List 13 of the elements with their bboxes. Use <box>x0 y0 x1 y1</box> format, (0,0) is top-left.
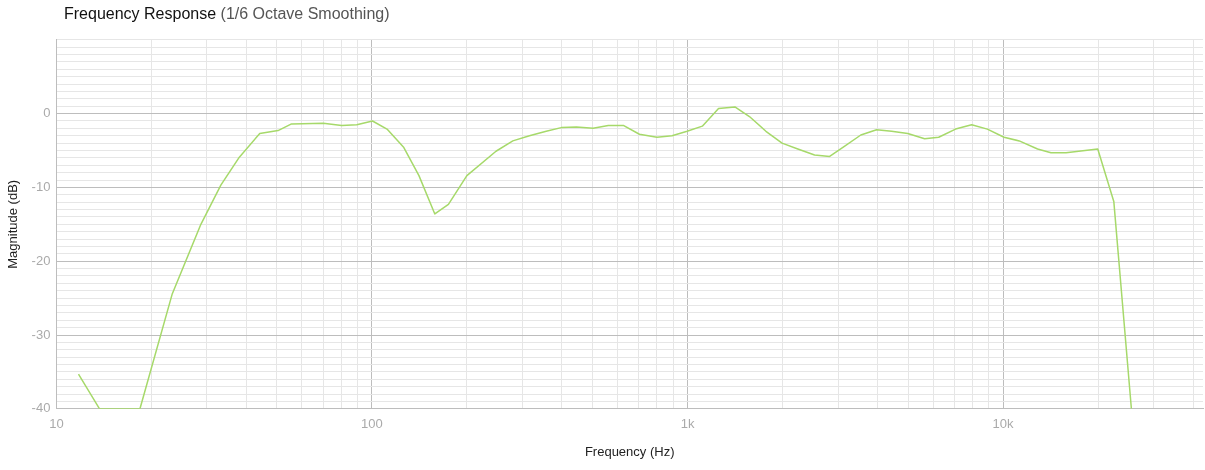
chart-title: Frequency Response <box>64 5 217 22</box>
chart-subtitle: (1/6 Octave Smoothing) <box>220 5 390 22</box>
x-tick-label: 10k <box>992 416 1015 432</box>
x-tick-label: 1k <box>680 416 695 432</box>
y-tick-label: -40 <box>31 400 51 416</box>
y-tick-label: -20 <box>31 252 51 268</box>
y-tick-label: -30 <box>31 326 51 342</box>
y-tick-label: 0 <box>43 105 51 121</box>
x-tick-label: 100 <box>361 416 383 432</box>
x-axis-title: Frequency (Hz) <box>584 443 675 459</box>
x-tick-label: 10 <box>49 416 64 432</box>
y-tick-label: -10 <box>31 178 51 194</box>
y-axis-title: Magnitude (dB) <box>5 179 21 269</box>
